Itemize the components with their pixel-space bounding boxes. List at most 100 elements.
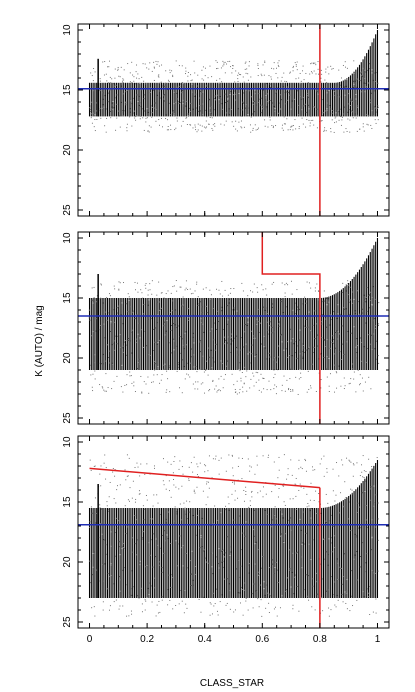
scatter-point xyxy=(230,288,232,290)
scatter-point xyxy=(306,281,308,283)
scatter-point xyxy=(305,72,307,74)
scatter-point xyxy=(95,522,97,524)
scatter-point xyxy=(191,91,193,93)
scatter-point xyxy=(353,326,355,328)
scatter-point xyxy=(177,298,179,300)
scatter-point xyxy=(121,112,123,114)
scatter-point xyxy=(139,564,141,566)
scatter-point xyxy=(222,295,224,297)
scatter-point xyxy=(128,296,130,298)
scatter-point xyxy=(258,308,260,310)
scatter-point xyxy=(110,531,112,533)
scatter-point xyxy=(270,78,272,80)
scatter-point xyxy=(298,459,300,461)
scatter-point xyxy=(369,499,371,501)
scatter-point xyxy=(224,552,226,554)
scatter-point xyxy=(89,521,91,523)
scatter-point xyxy=(194,124,196,126)
scatter-point xyxy=(157,342,159,344)
scatter-point xyxy=(326,468,328,470)
scatter-point xyxy=(314,469,316,471)
scatter-point xyxy=(214,95,216,97)
scatter-point xyxy=(280,301,282,303)
scatter-point xyxy=(126,384,128,386)
scatter-point xyxy=(365,519,367,521)
scatter-point xyxy=(184,289,186,291)
scatter-point xyxy=(105,131,107,133)
scatter-point xyxy=(288,389,290,391)
scatter-point xyxy=(210,349,212,351)
scatter-point xyxy=(303,97,305,99)
scatter-point xyxy=(282,517,284,519)
scatter-point xyxy=(312,324,314,326)
scatter-point xyxy=(201,93,203,95)
scatter-point xyxy=(202,113,204,115)
scatter-point xyxy=(179,85,181,87)
scatter-point xyxy=(133,310,135,312)
scatter-point xyxy=(181,305,183,307)
scatter-point xyxy=(99,108,101,110)
scatter-point xyxy=(159,310,161,312)
scatter-point xyxy=(272,127,274,129)
scatter-point xyxy=(243,382,245,384)
scatter-point xyxy=(202,569,204,571)
scatter-point xyxy=(216,94,218,96)
scatter-point xyxy=(239,362,241,364)
scatter-point xyxy=(211,367,213,369)
scatter-point xyxy=(343,553,345,555)
scatter-point xyxy=(166,389,168,391)
scatter-point xyxy=(296,90,298,92)
scatter-point xyxy=(258,389,260,391)
scatter-point xyxy=(220,67,222,69)
scatter-point xyxy=(222,553,224,555)
scatter-point xyxy=(273,572,275,574)
scatter-point xyxy=(218,459,220,461)
scatter-point xyxy=(206,481,208,483)
scatter-point xyxy=(176,370,178,372)
scatter-point xyxy=(143,519,145,521)
scatter-point xyxy=(89,560,91,562)
scatter-point xyxy=(289,378,291,380)
scatter-point xyxy=(277,496,279,498)
scatter-point xyxy=(143,94,145,96)
scatter-point xyxy=(270,526,272,528)
scatter-point xyxy=(201,312,203,314)
scatter-point xyxy=(324,110,326,112)
scatter-point xyxy=(373,502,375,504)
scatter-point xyxy=(217,67,219,69)
scatter-point xyxy=(163,85,165,87)
scatter-point xyxy=(311,466,313,468)
scatter-point xyxy=(197,381,199,383)
scatter-point xyxy=(131,594,133,596)
scatter-point xyxy=(163,368,165,370)
x-axis-label: CLASS_STAR xyxy=(200,678,264,689)
scatter-point xyxy=(172,113,174,115)
scatter-point xyxy=(220,457,222,459)
scatter-point xyxy=(337,579,339,581)
scatter-point xyxy=(229,590,231,592)
scatter-point xyxy=(285,591,287,593)
scatter-point xyxy=(303,589,305,591)
scatter-point xyxy=(102,98,104,100)
y-tick-label: 15 xyxy=(62,84,73,96)
scatter-point xyxy=(347,280,349,282)
scatter-point xyxy=(333,89,335,91)
scatter-point xyxy=(162,364,164,366)
scatter-point xyxy=(269,83,271,85)
scatter-point xyxy=(275,72,277,74)
scatter-point xyxy=(227,294,229,296)
scatter-point xyxy=(356,338,358,340)
y-tick-label: 20 xyxy=(62,144,73,156)
scatter-point xyxy=(172,472,174,474)
scatter-point xyxy=(187,518,189,520)
scatter-point xyxy=(200,322,202,324)
scatter-point xyxy=(132,74,134,76)
scatter-point xyxy=(251,96,253,98)
scatter-point xyxy=(301,117,303,119)
scatter-point xyxy=(90,117,92,119)
scatter-point xyxy=(330,128,332,130)
scatter-point xyxy=(373,485,375,487)
scatter-point xyxy=(185,513,187,515)
scatter-point xyxy=(378,323,380,325)
scatter-point xyxy=(227,342,229,344)
